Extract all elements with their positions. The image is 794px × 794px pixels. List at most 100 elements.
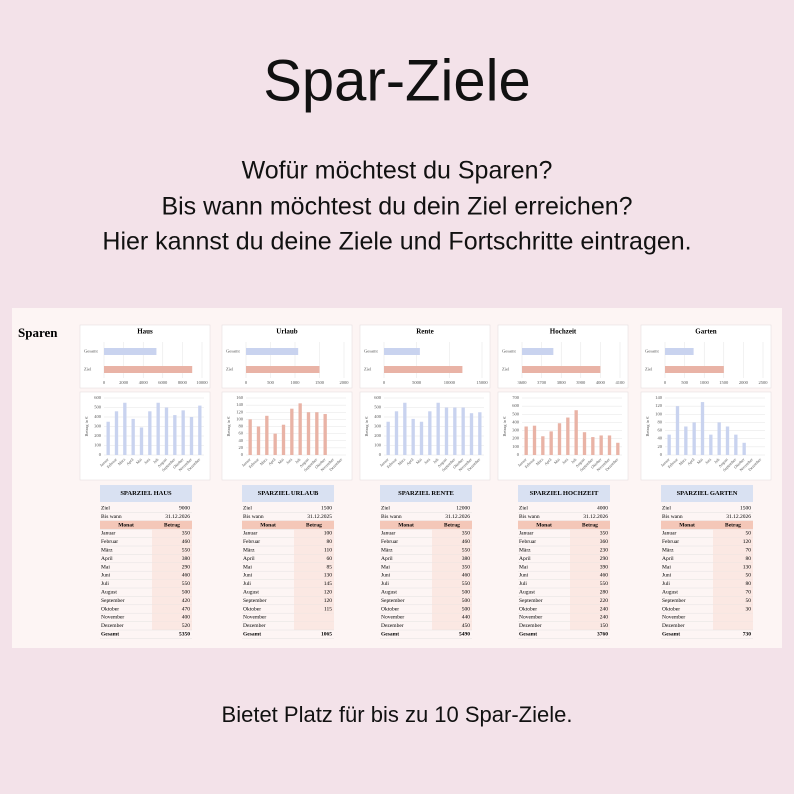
- x-tick-label: 0: [383, 380, 386, 385]
- row-label: September: [243, 598, 267, 604]
- row-label: Gesamt: [381, 631, 399, 637]
- bar: [123, 402, 127, 455]
- cell-bg: [570, 571, 610, 580]
- deadline: 31.12.2026: [583, 514, 608, 520]
- month-value: 80: [746, 556, 752, 562]
- x-tick-label: Mai: [135, 456, 144, 465]
- bar: [549, 431, 553, 455]
- y-tick-label: 80: [658, 419, 663, 424]
- table-title: SPARZIEL HOCHZEIT: [530, 490, 599, 497]
- row-label: Juli: [243, 581, 251, 587]
- cell-bg: [152, 571, 192, 580]
- y-tick-label: 140: [236, 402, 244, 407]
- row-label: Mai: [662, 564, 671, 570]
- bar: [675, 406, 680, 455]
- month-value: 380: [182, 556, 191, 562]
- row-label: Oktober: [519, 606, 537, 612]
- bar: [574, 410, 578, 455]
- cell-bg: [432, 571, 472, 580]
- row-label: Dezember: [243, 623, 266, 629]
- bar: [616, 442, 620, 455]
- x-tick-label: März: [678, 457, 688, 467]
- x-tick-label: Juli: [713, 456, 721, 464]
- bar-label: Ziel: [364, 367, 372, 372]
- row-label: März: [519, 547, 531, 553]
- month-value: 110: [324, 547, 332, 553]
- cell-bg: [713, 571, 753, 580]
- month-value: 70: [746, 589, 752, 595]
- bar: [541, 436, 545, 455]
- bar: [591, 437, 595, 455]
- cell-bg: [294, 529, 334, 538]
- bar: [139, 427, 144, 455]
- ziel-value: 9000: [179, 505, 190, 511]
- cell-bg: [570, 562, 610, 572]
- y-tick-label: 100: [236, 416, 244, 421]
- y-tick-label: 300: [94, 424, 102, 429]
- column-header: Betrag: [582, 522, 598, 528]
- month-value: 145: [324, 581, 333, 587]
- bar-label: Ziel: [226, 367, 234, 372]
- x-tick-label: 3900: [576, 380, 586, 385]
- y-tick-label: 20: [239, 445, 244, 450]
- bar: [557, 423, 562, 455]
- month-value: 500: [462, 606, 471, 612]
- y-tick-label: 100: [374, 443, 382, 448]
- bar: [198, 405, 202, 455]
- cell-bg: [432, 562, 472, 572]
- row-label: Bis wann: [101, 514, 122, 520]
- chart-box: [221, 324, 353, 389]
- row-label: Oktober: [381, 606, 399, 612]
- cell-bg: [432, 546, 472, 555]
- x-tick-label: 0: [103, 380, 106, 385]
- month-value: 50: [746, 531, 752, 537]
- month-value: 290: [600, 556, 609, 562]
- cell-bg: [713, 621, 753, 630]
- month-value: 130: [743, 564, 752, 570]
- ziel-value: 4000: [597, 505, 608, 511]
- bar-gesamt: [104, 348, 157, 355]
- x-tick-label: 2000: [119, 380, 129, 385]
- row-bg: [661, 520, 753, 530]
- row-label: Februar: [519, 539, 536, 545]
- x-tick-label: April: [267, 456, 277, 466]
- x-tick-label: 10000: [444, 380, 456, 385]
- month-value: 460: [600, 573, 609, 579]
- x-tick-label: März: [535, 457, 545, 467]
- ziel-value: 1500: [321, 505, 332, 511]
- cell-bg: [432, 596, 472, 605]
- bar: [173, 415, 177, 455]
- x-tick-label: April: [686, 456, 696, 466]
- x-tick-label: 2000: [739, 380, 749, 385]
- table-header: [242, 485, 334, 502]
- bar: [403, 402, 407, 455]
- row-label: Februar: [243, 539, 260, 545]
- month-value: 550: [462, 581, 471, 587]
- chart-title: Garten: [695, 328, 716, 336]
- bar-label: Ziel: [502, 367, 510, 372]
- x-tick-label: 1000: [700, 380, 710, 385]
- row-label: Oktober: [662, 606, 680, 612]
- ziel-value: 1500: [740, 505, 751, 511]
- cell-bg: [713, 604, 753, 614]
- row-label: November: [101, 615, 124, 621]
- row-label: November: [381, 615, 404, 621]
- chart-box: [640, 391, 772, 481]
- y-tick-label: 200: [512, 436, 520, 441]
- month-value: 230: [600, 547, 609, 553]
- row-label: November: [243, 615, 266, 621]
- chart-box: [640, 324, 772, 389]
- row-label: Gesamt: [662, 631, 680, 637]
- month-value: 240: [600, 606, 609, 612]
- cell-bg: [294, 621, 334, 630]
- month-value: 120: [743, 539, 752, 545]
- y-tick-label: 60: [658, 428, 663, 433]
- x-tick-label: Januar: [660, 456, 671, 467]
- bar: [461, 407, 465, 455]
- row-label: Monat: [536, 522, 552, 528]
- month-value: 360: [600, 539, 609, 545]
- axis-label: Betrag in €: [502, 416, 507, 437]
- cell-bg: [152, 588, 192, 597]
- bar: [265, 415, 269, 455]
